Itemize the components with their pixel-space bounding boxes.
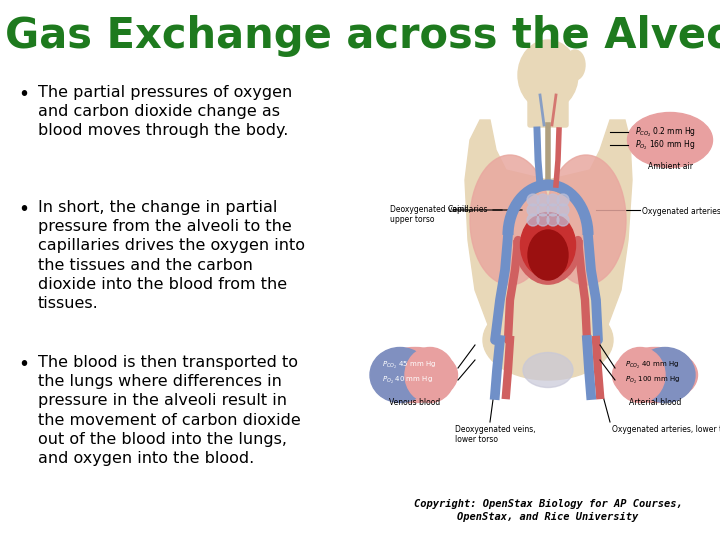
Ellipse shape xyxy=(565,50,585,80)
FancyBboxPatch shape xyxy=(528,78,568,127)
Text: Deoxygenated veins,
upper torso: Deoxygenated veins, upper torso xyxy=(390,205,471,225)
Circle shape xyxy=(557,214,569,226)
Text: $P_{O_2}$ 160 mm Hg: $P_{O_2}$ 160 mm Hg xyxy=(635,138,695,152)
Text: $P_{CO_2}$ 40 mm Hg: $P_{CO_2}$ 40 mm Hg xyxy=(625,360,679,370)
Text: Capillaries: Capillaries xyxy=(448,206,488,214)
Text: The blood is then transported to
the lungs where differences in
pressure in the : The blood is then transported to the lun… xyxy=(38,355,301,466)
Circle shape xyxy=(527,194,539,206)
Text: •: • xyxy=(18,200,29,219)
Text: $P_{O_2}$ 40 mm Hg: $P_{O_2}$ 40 mm Hg xyxy=(382,374,433,386)
Circle shape xyxy=(537,194,549,206)
Text: $P_{CO_2}$ 45 mm Hg: $P_{CO_2}$ 45 mm Hg xyxy=(382,360,436,370)
Ellipse shape xyxy=(470,155,550,285)
Text: •: • xyxy=(18,85,29,104)
Text: Deoxygenated veins,
lower torso: Deoxygenated veins, lower torso xyxy=(455,425,536,444)
Ellipse shape xyxy=(546,155,626,285)
Circle shape xyxy=(557,194,569,206)
Circle shape xyxy=(527,204,539,216)
Polygon shape xyxy=(465,120,632,350)
Circle shape xyxy=(537,214,549,226)
Text: Ambient air: Ambient air xyxy=(647,162,693,171)
Text: Oxygenated arteries, upper torso: Oxygenated arteries, upper torso xyxy=(642,207,720,217)
Ellipse shape xyxy=(628,112,713,167)
Ellipse shape xyxy=(615,348,665,402)
Ellipse shape xyxy=(370,348,430,402)
Circle shape xyxy=(547,214,559,226)
Circle shape xyxy=(537,204,549,216)
Text: $P_{CO_2}$ 0.2 mm Hg: $P_{CO_2}$ 0.2 mm Hg xyxy=(635,125,696,139)
Text: •: • xyxy=(18,355,29,374)
Text: Gas Exchange across the Alveoli: Gas Exchange across the Alveoli xyxy=(5,15,720,57)
Circle shape xyxy=(527,214,539,226)
Circle shape xyxy=(557,204,569,216)
Text: Oxygenated arteries, lower torso: Oxygenated arteries, lower torso xyxy=(612,425,720,434)
Text: Arterial blood: Arterial blood xyxy=(629,398,681,407)
Circle shape xyxy=(547,204,559,216)
Ellipse shape xyxy=(518,40,578,110)
Ellipse shape xyxy=(635,348,695,402)
Text: Venous blood: Venous blood xyxy=(390,398,441,407)
Ellipse shape xyxy=(613,348,698,402)
Ellipse shape xyxy=(372,348,457,402)
Text: The partial pressures of oxygen
and carbon dioxide change as
blood moves through: The partial pressures of oxygen and carb… xyxy=(38,85,292,138)
Text: Copyright: OpenStax Biology for AP Courses,
OpenStax, and Rice University: Copyright: OpenStax Biology for AP Cours… xyxy=(413,499,683,522)
Text: $P_{O_2}$ 100 mm Hg: $P_{O_2}$ 100 mm Hg xyxy=(625,374,680,386)
Text: In short, the change in partial
pressure from the alveoli to the
capillaries dri: In short, the change in partial pressure… xyxy=(38,200,305,311)
Ellipse shape xyxy=(483,300,613,380)
Ellipse shape xyxy=(521,213,575,278)
Ellipse shape xyxy=(528,230,568,280)
Ellipse shape xyxy=(523,353,573,388)
Circle shape xyxy=(547,194,559,206)
Ellipse shape xyxy=(405,348,455,402)
